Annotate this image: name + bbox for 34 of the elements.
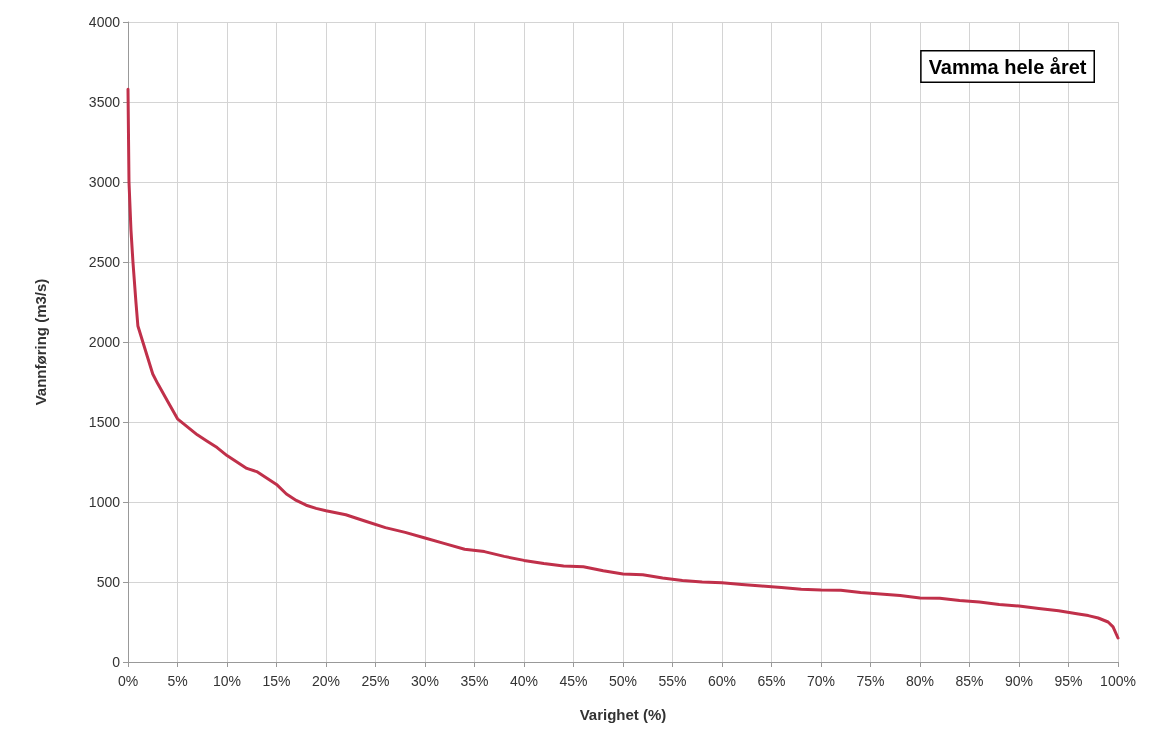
- y-tick-label: 4000: [88, 14, 121, 30]
- x-tick-label: 20%: [311, 673, 341, 689]
- x-tick-label: 30%: [410, 673, 440, 689]
- x-tick-label: 35%: [460, 673, 489, 689]
- y-tick-label: 2000: [88, 334, 121, 350]
- y-tick-label: 1500: [88, 414, 121, 430]
- x-tick-label: 60%: [707, 673, 737, 689]
- x-tick-label: 50%: [608, 673, 638, 689]
- x-tick-label: 65%: [757, 673, 786, 689]
- x-tick-label: 70%: [806, 673, 836, 689]
- x-tick-label: 90%: [1004, 673, 1034, 689]
- x-tick-label: 5%: [167, 673, 188, 689]
- x-tick-label: 45%: [559, 673, 588, 689]
- x-tick-label: 0%: [117, 673, 139, 689]
- line-series: [126, 87, 1120, 640]
- x-tick-label: 95%: [1054, 673, 1083, 689]
- x-tick-label: 10%: [212, 673, 242, 689]
- y-tick-label: 1000: [88, 494, 121, 510]
- y-tick-label: 2500: [88, 254, 121, 270]
- y-tick-label: 3000: [88, 174, 121, 190]
- y-tick-label: 500: [96, 574, 121, 590]
- x-tick-label: 15%: [262, 673, 291, 689]
- x-tick-label: 85%: [955, 673, 984, 689]
- x-axis-title: Varighet (%): [579, 706, 667, 723]
- x-tick-label: 80%: [905, 673, 935, 689]
- annotation: Vamma hele året: [928, 55, 1087, 78]
- x-tick-label: 25%: [361, 673, 390, 689]
- y-axis-title: Vannføring (m3/s): [32, 278, 49, 406]
- y-tick-label: 0: [112, 654, 121, 670]
- x-tick-label: 75%: [856, 673, 885, 689]
- y-tick-label: 3500: [88, 94, 121, 110]
- x-tick-label: 100%: [1100, 673, 1136, 689]
- x-tick-label: 40%: [509, 673, 539, 689]
- x-tick-label: 55%: [658, 673, 687, 689]
